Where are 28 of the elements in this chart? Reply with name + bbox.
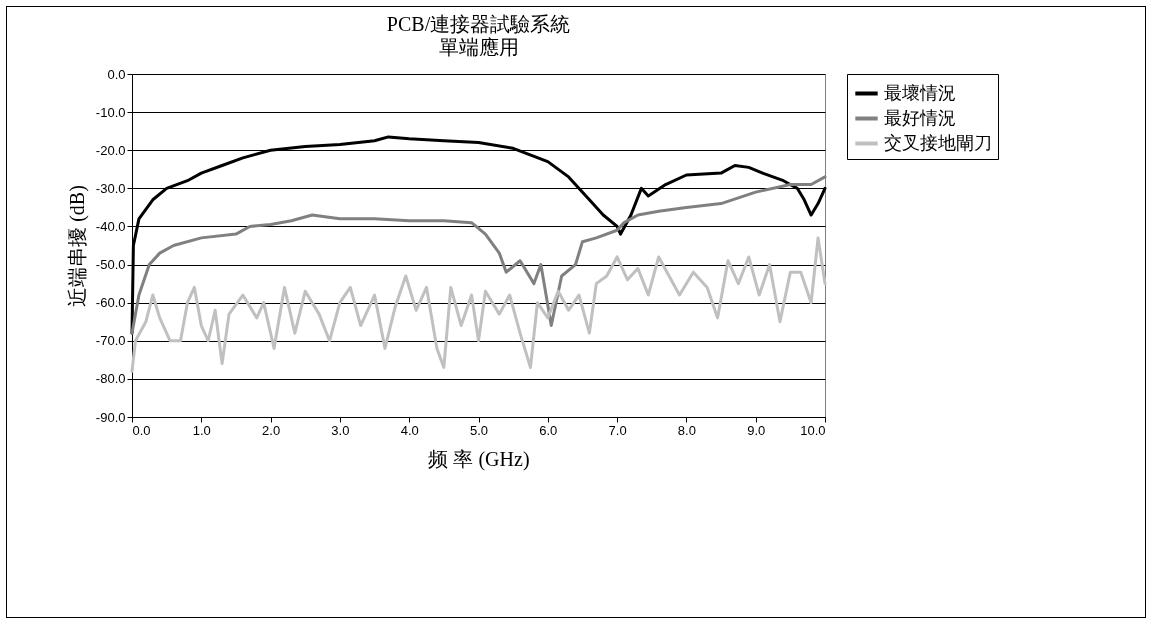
y-tick-label: -40.0 <box>95 218 126 234</box>
y-tick-label: -20.0 <box>95 142 126 158</box>
y-axis-title: 近端串擾 (dB) <box>65 185 89 307</box>
chart-title: PCB/連接器試驗系統 <box>386 13 571 35</box>
x-tick-label: 6.0 <box>539 422 558 438</box>
y-tick-label: -10.0 <box>95 104 126 120</box>
x-tick-label: 2.0 <box>262 422 281 438</box>
legend-label: 交叉接地閘刀 <box>884 132 992 153</box>
x-tick-label: 3.0 <box>331 422 350 438</box>
x-tick-label: 9.0 <box>747 422 766 438</box>
y-tick-label: -90.0 <box>95 409 126 425</box>
x-tick-label: 8.0 <box>677 422 696 438</box>
x-tick-label: 0.0 <box>132 422 151 438</box>
y-tick-label: 0.0 <box>107 66 126 82</box>
y-tick-label: -60.0 <box>95 295 126 311</box>
legend-label: 最壞情況 <box>884 82 956 103</box>
legend-label: 最好情況 <box>884 107 956 128</box>
x-tick-label: 7.0 <box>608 422 627 438</box>
x-tick-label: 4.0 <box>400 422 419 438</box>
chart-subtitle: 單端應用 <box>438 36 519 58</box>
y-tick-label: -80.0 <box>95 371 126 387</box>
x-tick-label: 10.0 <box>800 422 826 438</box>
y-tick-label: -30.0 <box>95 180 126 196</box>
x-tick-label: 5.0 <box>469 422 489 438</box>
y-tick-label: -70.0 <box>95 333 126 349</box>
y-tick-label: -50.0 <box>95 257 126 273</box>
x-axis-title: 频 率 (GHz) <box>428 447 530 471</box>
x-tick-label: 1.0 <box>192 422 211 438</box>
